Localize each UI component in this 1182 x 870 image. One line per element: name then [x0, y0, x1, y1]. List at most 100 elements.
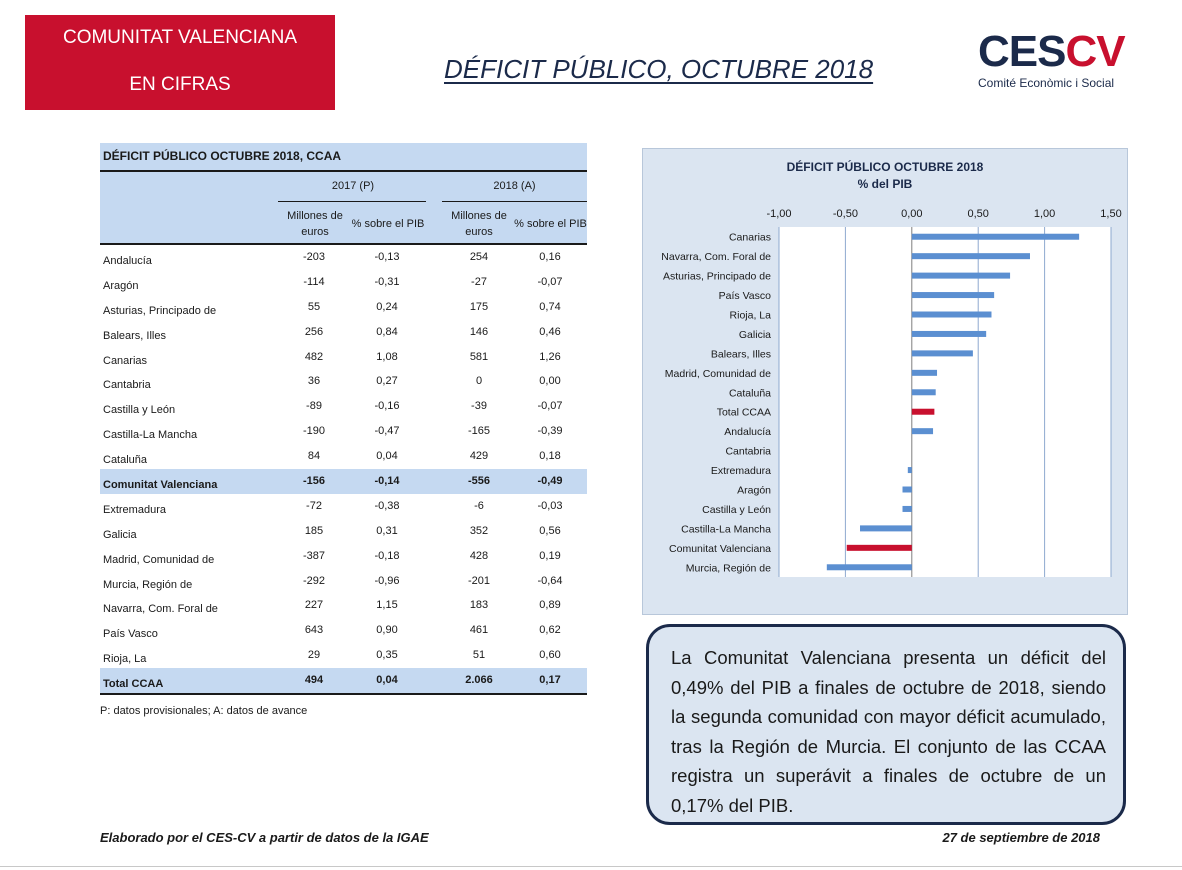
row-value-m2017: -114	[303, 275, 325, 288]
header-line-2017	[278, 201, 426, 202]
deficit-chart: DÉFICIT PÚBLICO OCTUBRE 2018 % del PIB -1,…	[642, 148, 1128, 615]
logo-mark-ces: CES	[978, 27, 1066, 76]
row-value-p2017: -0,16	[374, 400, 400, 413]
row-value-p2017: -0,13	[374, 251, 400, 263]
row-region-name: Navarra, Com. Foral de	[103, 603, 218, 616]
table-row: Total CCAA 494 0,04 2.066 0,17	[100, 668, 587, 696]
bar	[911, 428, 934, 435]
row-region-name: Castilla-La Mancha	[103, 429, 198, 442]
row-region-name: Canarias	[103, 354, 148, 367]
row-value-p2017: 0,04	[376, 450, 398, 463]
badge-line-1: COMUNITAT VALENCIANA	[62, 27, 297, 48]
x-tick-label: -0,50	[833, 208, 858, 220]
footer-source: Elaborado por el CES-CV a partir de dato…	[100, 830, 429, 845]
header-pib-2018: % sobre el PIB	[514, 218, 587, 230]
footer-divider	[0, 866, 1182, 867]
row-value-m2017: 227	[304, 599, 324, 612]
row-value-m2017: -72	[306, 499, 322, 512]
row-value-m2018: -556	[467, 475, 491, 488]
category-label: Canarias	[729, 232, 771, 244]
row-value-p2018: -0,07	[537, 275, 563, 288]
row-region-name: Galicia	[103, 528, 137, 541]
category-label: Cantabria	[725, 446, 771, 458]
table-row: Galicia 185 0,31 352 0,56	[100, 519, 587, 544]
summary-text: La Comunitat Valenciana presenta un défi…	[671, 647, 1106, 816]
chart-subtitle: % del PIB	[858, 177, 913, 191]
table-row: Cataluña 84 0,04 429 0,18	[100, 444, 587, 469]
plot-area	[779, 227, 1111, 577]
row-value-m2018: -165	[467, 425, 491, 438]
row-region-name: Balears, Illes	[103, 329, 166, 342]
x-tick-label: 1,00	[1034, 208, 1055, 220]
row-value-m2018: 51	[472, 649, 486, 662]
row-value-m2017: 55	[307, 300, 321, 313]
bar	[911, 389, 936, 396]
row-value-m2017: -89	[306, 400, 322, 413]
row-value-p2017: -0,96	[374, 574, 400, 587]
header-pib-2017: % sobre el PIB	[351, 218, 425, 230]
row-value-m2017: 185	[304, 524, 324, 537]
table-row: Comunitat Valenciana -156 -0,14 -556 -0,49	[100, 469, 587, 494]
row-value-p2018: 0,18	[539, 450, 561, 463]
row-value-p2018: 0,74	[539, 300, 561, 313]
row-value-m2018: 183	[469, 599, 489, 612]
row-value-m2018: 352	[469, 524, 489, 537]
category-label: Andalucía	[724, 426, 771, 438]
row-value-m2018: 175	[469, 300, 489, 313]
row-region-name: Asturias, Principado de	[103, 304, 217, 317]
table-row: Castilla y León -89 -0,16 -39 -0,07	[100, 394, 587, 419]
x-tick-label: 0,50	[967, 208, 988, 220]
row-value-m2017: -292	[302, 574, 326, 587]
row-value-m2018: 429	[469, 450, 489, 463]
bar	[911, 233, 1080, 240]
row-value-m2017: 29	[307, 649, 321, 662]
row-value-p2018: 0,00	[539, 375, 561, 388]
bar	[911, 272, 1011, 279]
row-value-p2017: 0,90	[376, 624, 398, 637]
row-value-m2018: -6	[474, 499, 484, 512]
deficit-table: DÉFICIT PÚBLICO OCTUBRE 2018, CCAA 2017 …	[100, 143, 587, 696]
row-value-m2018: 254	[469, 251, 489, 263]
page-title: DÉFICIT PÚBLICO, OCTUBRE 2018	[444, 54, 874, 84]
header-group-2018: 2018 (A)	[493, 180, 536, 192]
row-value-m2018: 0	[475, 375, 483, 388]
row-value-p2018: 0,60	[539, 649, 561, 662]
table-row: Extremadura -72 -0,38 -6 -0,03	[100, 494, 587, 519]
row-value-m2018: 461	[469, 624, 489, 637]
row-value-p2017: 0,27	[376, 375, 398, 388]
category-label: Murcia, Región de	[686, 562, 771, 574]
row-value-m2018: -39	[471, 400, 487, 413]
row-value-m2017: 84	[307, 450, 321, 463]
bar	[902, 505, 912, 512]
category-label: Total CCAA	[717, 407, 771, 419]
table-row: Madrid, Comunidad de -387 -0,18 428 0,19	[100, 544, 587, 569]
table-row: Andalucía -203 -0,13 254 0,16	[100, 245, 587, 270]
table-row: Canarias 482 1,08 581 1,26	[100, 345, 587, 370]
category-label: Aragón	[737, 485, 771, 497]
row-value-m2017: 482	[304, 350, 324, 363]
bar	[911, 350, 973, 357]
row-value-p2017: -0,18	[374, 549, 400, 562]
table-row: Murcia, Región de -292 -0,96 -201 -0,64	[100, 569, 587, 594]
row-region-name: Aragón	[103, 279, 139, 292]
header-group-2017: 2017 (P)	[331, 180, 375, 192]
row-value-m2017: -156	[302, 475, 326, 488]
row-value-m2018: 2.066	[465, 674, 493, 687]
row-value-p2017: 0,24	[376, 300, 398, 313]
header-millones-2018: Millones de euros	[451, 210, 507, 238]
bar	[860, 525, 912, 532]
row-value-m2017: 256	[304, 325, 324, 338]
bar	[846, 544, 912, 551]
row-region-name: Extremadura	[103, 503, 166, 516]
bar	[902, 486, 912, 493]
row-value-p2017: 0,04	[376, 674, 398, 687]
category-label: Madrid, Comunidad de	[665, 368, 771, 380]
badge-line-2: EN CIFRAS	[129, 74, 231, 95]
category-label: País Vasco	[719, 290, 771, 302]
row-value-p2018: -0,39	[537, 425, 563, 438]
row-value-p2018: 0,19	[539, 549, 561, 562]
row-value-m2018: -201	[467, 574, 491, 587]
category-label: Cataluña	[729, 387, 771, 399]
category-label: Extremadura	[711, 465, 771, 477]
row-value-p2017: 0,31	[376, 524, 398, 537]
